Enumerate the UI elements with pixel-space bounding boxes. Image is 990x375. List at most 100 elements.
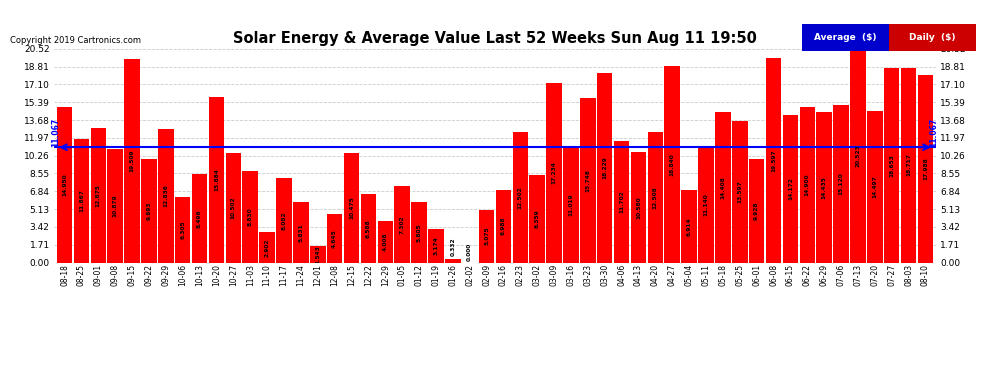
Bar: [158, 129, 173, 262]
Text: 3.174: 3.174: [434, 237, 439, 255]
Bar: [715, 112, 731, 262]
Text: 18.840: 18.840: [669, 153, 675, 176]
Text: 14.172: 14.172: [788, 177, 793, 200]
Text: 6.988: 6.988: [501, 217, 506, 236]
Text: 14.435: 14.435: [822, 176, 827, 199]
Text: 9.928: 9.928: [754, 201, 759, 220]
Text: 5.075: 5.075: [484, 227, 489, 245]
Bar: [681, 190, 697, 262]
Text: 12.836: 12.836: [163, 184, 168, 207]
Text: 12.508: 12.508: [652, 186, 657, 209]
Bar: [276, 178, 292, 262]
Bar: [614, 141, 630, 262]
Bar: [175, 197, 190, 262]
Bar: [90, 128, 106, 262]
Title: Solar Energy & Average Value Last 52 Weeks Sun Aug 11 19:50: Solar Energy & Average Value Last 52 Wee…: [233, 31, 757, 46]
Text: 10.502: 10.502: [231, 196, 236, 219]
Text: 7.302: 7.302: [400, 215, 405, 234]
Bar: [546, 83, 562, 262]
Text: 4.645: 4.645: [333, 229, 338, 248]
Text: 8.830: 8.830: [248, 207, 252, 226]
Text: 10.475: 10.475: [349, 196, 354, 219]
Bar: [209, 97, 225, 262]
Text: 11.067: 11.067: [51, 118, 60, 147]
Text: 12.502: 12.502: [518, 186, 523, 209]
Text: 17.988: 17.988: [923, 158, 928, 180]
Bar: [513, 132, 528, 262]
Text: 10.879: 10.879: [113, 195, 118, 217]
Bar: [293, 202, 309, 262]
Bar: [428, 230, 444, 262]
Bar: [850, 49, 865, 262]
Text: 19.509: 19.509: [130, 150, 135, 172]
Bar: [901, 68, 917, 262]
Bar: [56, 107, 72, 262]
Text: 5.805: 5.805: [417, 223, 422, 242]
Text: 4.008: 4.008: [383, 232, 388, 251]
Text: 14.950: 14.950: [62, 173, 67, 196]
Text: 11.067: 11.067: [930, 118, 939, 147]
Text: 17.234: 17.234: [551, 161, 556, 184]
Bar: [327, 214, 343, 262]
Text: 18.717: 18.717: [906, 154, 911, 177]
Text: 15.884: 15.884: [214, 168, 219, 191]
Text: 13.597: 13.597: [738, 180, 742, 203]
Text: 1.543: 1.543: [315, 245, 321, 264]
Text: 11.702: 11.702: [619, 190, 624, 213]
Bar: [732, 121, 747, 262]
Bar: [580, 99, 596, 262]
Text: 12.875: 12.875: [96, 184, 101, 207]
Text: 11.867: 11.867: [79, 189, 84, 212]
Bar: [446, 259, 460, 262]
Text: 8.359: 8.359: [535, 210, 540, 228]
Text: 11.019: 11.019: [568, 194, 573, 216]
Bar: [394, 186, 410, 262]
Bar: [360, 194, 376, 262]
Text: 11.140: 11.140: [704, 193, 709, 216]
Bar: [226, 153, 242, 262]
Bar: [563, 148, 579, 262]
Bar: [377, 221, 393, 262]
Text: 14.900: 14.900: [805, 174, 810, 196]
Bar: [192, 174, 207, 262]
Text: 8.496: 8.496: [197, 209, 202, 228]
Bar: [597, 73, 613, 262]
Text: 6.305: 6.305: [180, 220, 185, 239]
Text: 20.523: 20.523: [855, 144, 860, 167]
Bar: [783, 115, 798, 262]
Bar: [834, 105, 848, 262]
Text: 15.120: 15.120: [839, 172, 843, 195]
Text: 2.902: 2.902: [264, 238, 269, 256]
Text: Copyright 2019 Cartronics.com: Copyright 2019 Cartronics.com: [10, 36, 141, 45]
Bar: [479, 210, 494, 262]
Bar: [496, 190, 511, 262]
Bar: [647, 132, 663, 262]
Bar: [800, 107, 815, 262]
Bar: [73, 139, 89, 262]
Text: 15.748: 15.748: [585, 169, 590, 192]
Bar: [631, 152, 646, 262]
Bar: [867, 111, 882, 262]
Bar: [142, 159, 156, 262]
Bar: [918, 75, 934, 262]
Text: 18.229: 18.229: [602, 156, 607, 179]
Bar: [817, 112, 832, 262]
Bar: [664, 66, 680, 262]
Text: 9.893: 9.893: [147, 202, 151, 220]
Bar: [310, 246, 326, 262]
Text: 6.914: 6.914: [687, 217, 692, 236]
Bar: [884, 68, 900, 262]
Bar: [344, 153, 359, 262]
Bar: [259, 232, 275, 262]
Bar: [125, 59, 140, 262]
Text: 10.580: 10.580: [636, 196, 641, 219]
Bar: [411, 202, 427, 262]
Text: Daily  ($): Daily ($): [910, 33, 955, 42]
Text: 18.653: 18.653: [889, 154, 894, 177]
Bar: [530, 176, 544, 262]
Text: 8.082: 8.082: [281, 211, 286, 230]
Bar: [108, 149, 123, 262]
Bar: [243, 171, 258, 262]
Text: 0.332: 0.332: [450, 237, 455, 256]
Text: Average  ($): Average ($): [814, 33, 877, 42]
